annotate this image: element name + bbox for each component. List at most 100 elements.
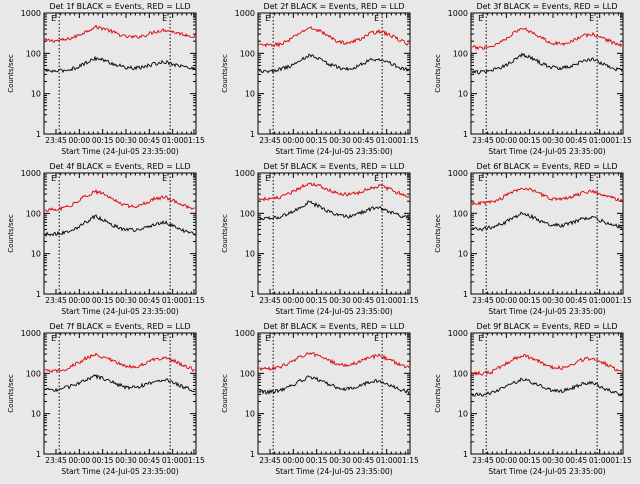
x-tick-label: 01:00 [162, 136, 184, 145]
x-tick-label: 23:45 [45, 296, 67, 305]
x-tick-label: 01:15 [610, 296, 632, 305]
plot-frame [470, 12, 624, 135]
x-tick-label: 23:45 [45, 136, 67, 145]
x-tick-label: 01:15 [397, 296, 419, 305]
lld-rate-line [258, 182, 410, 202]
x-tick-label: 23:45 [472, 136, 494, 145]
x-axis-label: Start Time (24-Jul-05 23:35:00) [275, 307, 392, 316]
x-tick-label: 00:00 [496, 296, 518, 305]
x-tick-label: 00:15 [92, 136, 114, 145]
y-tick-label: 100 [453, 49, 468, 58]
x-tick-label: 01:15 [397, 456, 419, 465]
y-tick-label: 10 [458, 410, 468, 419]
events-rate-line [472, 211, 623, 232]
y-tick-label: 1000 [21, 169, 41, 178]
x-tick-label: 01:15 [397, 136, 419, 145]
x-tick-label: 00:45 [353, 136, 375, 145]
chart-panel: Det 3f BLACK = Events, RED = LLD Counts/s… [434, 2, 632, 156]
y-tick-label: 1 [463, 130, 468, 139]
x-tick-label: 00:15 [519, 456, 541, 465]
plot-frame [470, 172, 624, 295]
x-tick-label: 00:00 [283, 296, 305, 305]
event-marker-label: E [265, 174, 270, 183]
y-tick-label: 1 [250, 290, 255, 299]
y-tick-label: 1 [250, 450, 255, 459]
x-tick-label: 01:00 [162, 456, 184, 465]
x-tick-label: 01:15 [183, 456, 205, 465]
x-tick-label: 01:00 [589, 296, 611, 305]
x-tick-label: 00:45 [139, 136, 161, 145]
y-axis-label: Counts/sec [434, 214, 442, 253]
x-tick-label: 00:45 [139, 456, 161, 465]
plot-frame [43, 12, 197, 135]
y-tick-label: 100 [240, 209, 255, 218]
y-tick-label: 1000 [235, 169, 255, 178]
plot-frame [257, 332, 411, 455]
event-marker-label: E [589, 334, 594, 343]
x-tick-label: 00:30 [542, 296, 564, 305]
chart-title: Det 8f BLACK = Events, RED = LLD [263, 322, 404, 331]
x-tick-label: 01:00 [376, 136, 398, 145]
y-tick-label: 1000 [21, 329, 41, 338]
events-rate-line [44, 214, 196, 238]
x-tick-label: 01:00 [589, 456, 611, 465]
y-axis-label: Counts/sec [434, 54, 442, 93]
event-marker-label: E [51, 174, 56, 183]
chart-title: Det 5f BLACK = Events, RED = LLD [263, 162, 404, 171]
y-tick-label: 100 [453, 369, 468, 378]
x-axis-label: Start Time (24-Jul-05 23:35:00) [61, 147, 178, 156]
y-tick-label: 1000 [448, 169, 468, 178]
x-tick-label: 00:00 [69, 456, 91, 465]
chart-title: Det 9f BLACK = Events, RED = LLD [476, 322, 617, 331]
y-tick-label: 1000 [235, 9, 255, 18]
y-tick-label: 10 [245, 410, 255, 419]
x-tick-label: 01:15 [183, 136, 205, 145]
x-tick-label: 01:00 [162, 296, 184, 305]
x-tick-label: 00:00 [283, 456, 305, 465]
y-tick-label: 1 [250, 130, 255, 139]
x-axis-label: Start Time (24-Jul-05 23:35:00) [275, 147, 392, 156]
x-tick-label: 00:45 [566, 296, 588, 305]
x-axis-label: Start Time (24-Jul-05 23:35:00) [488, 307, 605, 316]
x-tick-label: 00:00 [283, 136, 305, 145]
y-tick-label: 100 [26, 369, 41, 378]
chart-title: Det 7f BLACK = Events, RED = LLD [49, 322, 190, 331]
x-tick-label: 01:00 [376, 296, 398, 305]
x-axis-label: Start Time (24-Jul-05 23:35:00) [488, 147, 605, 156]
x-tick-label: 00:45 [566, 456, 588, 465]
event-marker-label: E [374, 14, 379, 23]
y-tick-label: 100 [453, 209, 468, 218]
y-tick-label: 100 [240, 369, 255, 378]
chart-panel: Det 1f BLACK = Events, RED = LLD Counts/s… [7, 2, 205, 156]
y-tick-label: 10 [31, 90, 41, 99]
x-tick-label: 01:00 [376, 456, 398, 465]
chart-title: Det 4f BLACK = Events, RED = LLD [49, 162, 190, 171]
y-tick-label: 1000 [448, 329, 468, 338]
y-axis-label: Counts/sec [221, 374, 229, 413]
x-tick-label: 00:30 [115, 136, 137, 145]
plot-frame [470, 332, 624, 455]
y-tick-label: 1 [36, 130, 41, 139]
chart-panel: Det 6f BLACK = Events, RED = LLD Counts/s… [434, 162, 632, 316]
x-tick-label: 23:45 [472, 456, 494, 465]
lld-rate-line [471, 354, 623, 377]
chart-panel: Det 2f BLACK = Events, RED = LLD Counts/s… [221, 2, 419, 156]
event-marker-label: E [265, 334, 270, 343]
chart-panel: Det 9f BLACK = Events, RED = LLD Counts/s… [434, 322, 632, 476]
y-tick-label: 10 [31, 410, 41, 419]
chart-title: Det 3f BLACK = Events, RED = LLD [476, 2, 617, 11]
event-marker-label: E [265, 14, 270, 23]
chart-title: Det 6f BLACK = Events, RED = LLD [476, 162, 617, 171]
event-marker-label: E [51, 334, 56, 343]
x-tick-label: 01:15 [610, 456, 632, 465]
events-rate-line [258, 375, 410, 395]
y-axis-label: Counts/sec [7, 374, 15, 413]
plot-frame [43, 172, 197, 295]
x-tick-label: 23:45 [259, 136, 281, 145]
x-axis-label: Start Time (24-Jul-05 23:35:00) [275, 467, 392, 476]
x-tick-label: 23:45 [472, 296, 494, 305]
x-tick-label: 00:15 [519, 136, 541, 145]
y-tick-label: 10 [31, 250, 41, 259]
